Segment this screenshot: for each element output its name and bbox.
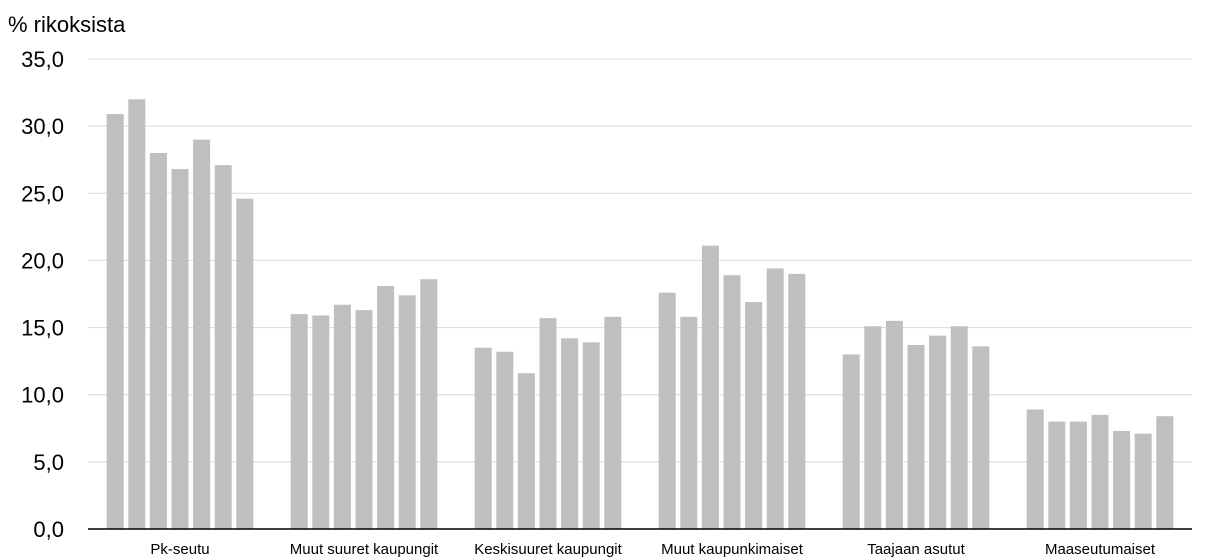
gridlines: [88, 58, 1192, 463]
bar: [788, 273, 806, 529]
bar: [496, 351, 514, 529]
bar: [312, 315, 330, 529]
bar: [604, 316, 622, 529]
bar: [171, 169, 189, 529]
bar: [745, 302, 763, 529]
bar: [398, 295, 416, 529]
category-label: Muut suuret kaupungit: [290, 541, 439, 558]
y-tick-label: 0,0: [33, 517, 64, 542]
y-tick-label: 10,0: [21, 383, 64, 408]
category-label: Taajaan asutut: [867, 541, 965, 558]
bar: [1026, 409, 1044, 529]
y-tick-label: 25,0: [21, 181, 64, 206]
bar: [128, 99, 146, 530]
bar: [333, 304, 351, 529]
bar: [766, 268, 784, 529]
bar: [864, 326, 882, 529]
bar: [885, 320, 903, 529]
y-tick-label: 35,0: [21, 47, 64, 72]
bar: [582, 342, 600, 529]
bar: [1113, 430, 1131, 529]
bar: [907, 345, 925, 529]
bar: [1069, 421, 1087, 529]
bar: [539, 318, 557, 529]
category-label: Pk-seutu: [150, 541, 209, 558]
bar: [929, 335, 947, 529]
bar: [355, 310, 373, 529]
bar: [236, 198, 254, 529]
bar: [106, 114, 124, 530]
bar: [290, 314, 308, 529]
bar: [723, 275, 741, 529]
bar: [950, 326, 968, 529]
bar: [517, 373, 535, 529]
bar: [1091, 414, 1109, 529]
bar: [972, 346, 990, 529]
bar: [1134, 433, 1152, 529]
category-label: Muut kaupunkimaiset: [661, 541, 804, 558]
y-tick-label: 5,0: [33, 450, 64, 475]
bar: [420, 279, 438, 529]
y-axis-label: % rikoksista: [8, 12, 126, 37]
category-labels: Pk-seutu Muut suuret kaupungit Keskisuuret…: [150, 541, 1155, 558]
bar: [193, 139, 211, 530]
bar: [149, 153, 167, 529]
bar: [214, 165, 232, 530]
y-tick-label: 20,0: [21, 248, 64, 273]
bar: [658, 292, 676, 529]
bar: [474, 347, 492, 529]
bars: [106, 99, 1174, 530]
category-label: Keskisuuret kaupungit: [474, 541, 622, 558]
y-tick-label: 30,0: [21, 114, 64, 139]
y-tick-label: 15,0: [21, 316, 64, 341]
bar: [842, 354, 860, 529]
y-tick-labels: 0,0 5,0 10,0 15,0 20,0 25,0 30,0 35,0: [21, 47, 64, 542]
bar: [701, 245, 719, 529]
bar: [561, 338, 579, 529]
bar: [1048, 421, 1066, 529]
bar: [377, 285, 395, 529]
bar: [1156, 416, 1174, 529]
bar: [680, 316, 698, 529]
category-label: Maaseutumaiset: [1045, 541, 1156, 558]
